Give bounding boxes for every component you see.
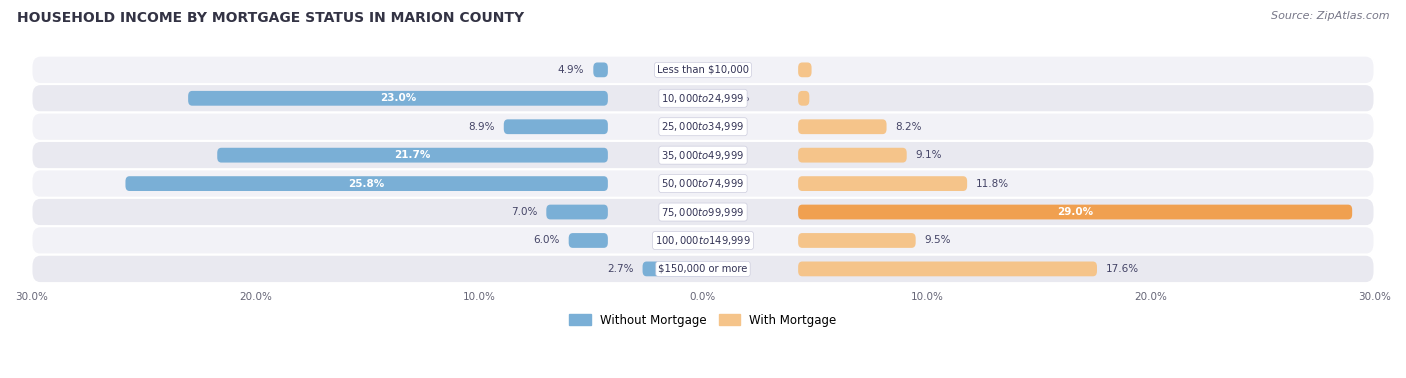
FancyBboxPatch shape [218,148,607,163]
Text: 0.5%: 0.5% [723,93,749,103]
FancyBboxPatch shape [31,141,1375,169]
Text: 7.0%: 7.0% [510,207,537,217]
Text: $50,000 to $74,999: $50,000 to $74,999 [661,177,745,190]
FancyBboxPatch shape [31,226,1375,255]
Text: 17.6%: 17.6% [1107,264,1139,274]
FancyBboxPatch shape [799,91,810,106]
FancyBboxPatch shape [799,233,915,248]
FancyBboxPatch shape [31,84,1375,113]
FancyBboxPatch shape [31,169,1375,198]
FancyBboxPatch shape [188,91,607,106]
Text: $10,000 to $24,999: $10,000 to $24,999 [661,92,745,105]
FancyBboxPatch shape [643,262,703,276]
Text: 29.0%: 29.0% [1057,207,1094,217]
FancyBboxPatch shape [568,233,607,248]
Text: 9.5%: 9.5% [925,235,950,245]
FancyBboxPatch shape [547,204,607,220]
Text: $100,000 to $149,999: $100,000 to $149,999 [655,234,751,247]
FancyBboxPatch shape [125,176,607,191]
Text: 8.2%: 8.2% [896,122,922,132]
Legend: Without Mortgage, With Mortgage: Without Mortgage, With Mortgage [565,309,841,332]
Text: 25.8%: 25.8% [349,178,385,189]
Text: Less than $10,000: Less than $10,000 [657,65,749,75]
FancyBboxPatch shape [31,198,1375,226]
FancyBboxPatch shape [799,148,907,163]
Text: 9.1%: 9.1% [915,150,942,160]
Text: 8.9%: 8.9% [468,122,495,132]
FancyBboxPatch shape [31,113,1375,141]
Text: 6.0%: 6.0% [533,235,560,245]
Text: 4.9%: 4.9% [558,65,585,75]
Text: 11.8%: 11.8% [976,178,1010,189]
FancyBboxPatch shape [799,262,1097,276]
Text: 0.6%: 0.6% [725,65,752,75]
Text: 21.7%: 21.7% [394,150,430,160]
FancyBboxPatch shape [593,62,607,77]
FancyBboxPatch shape [503,119,607,134]
FancyBboxPatch shape [799,204,1353,220]
FancyBboxPatch shape [31,56,1375,84]
FancyBboxPatch shape [799,119,887,134]
FancyBboxPatch shape [799,62,811,77]
Text: $35,000 to $49,999: $35,000 to $49,999 [661,149,745,162]
Text: 23.0%: 23.0% [380,93,416,103]
Text: Source: ZipAtlas.com: Source: ZipAtlas.com [1271,11,1389,21]
Text: $25,000 to $34,999: $25,000 to $34,999 [661,120,745,133]
Text: $75,000 to $99,999: $75,000 to $99,999 [661,206,745,218]
FancyBboxPatch shape [31,255,1375,283]
Text: 2.7%: 2.7% [607,264,634,274]
FancyBboxPatch shape [799,176,967,191]
Text: $150,000 or more: $150,000 or more [658,264,748,274]
Text: HOUSEHOLD INCOME BY MORTGAGE STATUS IN MARION COUNTY: HOUSEHOLD INCOME BY MORTGAGE STATUS IN M… [17,11,524,25]
